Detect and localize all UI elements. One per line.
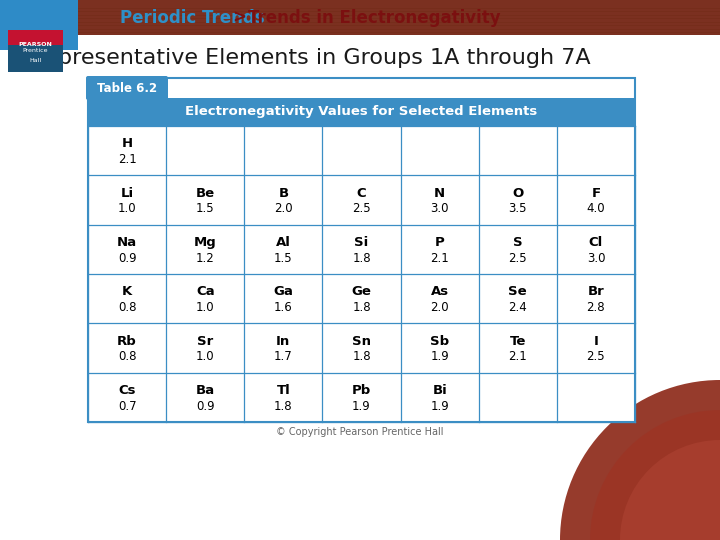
Text: H: H (122, 137, 132, 150)
Text: 3.0: 3.0 (587, 252, 606, 265)
Text: 2.5: 2.5 (352, 202, 371, 215)
Text: S: S (513, 236, 523, 249)
Text: Representative Elements in Groups 1A through 7A: Representative Elements in Groups 1A thr… (30, 48, 590, 68)
Text: Electronegativity Values for Selected Elements: Electronegativity Values for Selected El… (185, 105, 538, 118)
Text: 1.8: 1.8 (274, 400, 292, 413)
Text: K: K (122, 285, 132, 298)
Text: 4.0: 4.0 (587, 202, 606, 215)
FancyBboxPatch shape (86, 76, 168, 100)
Text: 2.5: 2.5 (587, 350, 606, 363)
Text: 0.9: 0.9 (118, 252, 136, 265)
Text: Ca: Ca (196, 285, 215, 298)
Text: © Copyright Pearson Prentice Hall: © Copyright Pearson Prentice Hall (276, 427, 444, 437)
Text: >: > (232, 9, 246, 27)
Text: F: F (591, 187, 600, 200)
Text: O: O (512, 187, 523, 200)
Text: 1.0: 1.0 (118, 202, 136, 215)
Text: Te: Te (510, 335, 526, 348)
Text: Li: Li (120, 187, 134, 200)
Text: 2.0: 2.0 (431, 301, 449, 314)
Text: I: I (593, 335, 598, 348)
Text: 2.1: 2.1 (117, 153, 137, 166)
Text: 1.0: 1.0 (196, 350, 215, 363)
Bar (88, 98, 635, 126)
Bar (0, 0, 78, 50)
Text: 1.0: 1.0 (196, 301, 215, 314)
Text: 3.5: 3.5 (508, 202, 527, 215)
Text: Na: Na (117, 236, 137, 249)
Text: Table 6.2: Table 6.2 (97, 82, 157, 94)
Text: 1.8: 1.8 (352, 301, 371, 314)
Text: Rb: Rb (117, 335, 137, 348)
Text: 2.1: 2.1 (431, 252, 449, 265)
Text: 1.5: 1.5 (274, 252, 292, 265)
Text: Cs: Cs (118, 384, 136, 397)
Text: P: P (435, 236, 444, 249)
Text: Ge: Ge (351, 285, 372, 298)
Text: 1.2: 1.2 (196, 252, 215, 265)
Text: Slide
14 of 31: Slide 14 of 31 (660, 35, 708, 65)
Text: Br: Br (588, 285, 604, 298)
Bar (8, 30, 63, 72)
Text: Al: Al (276, 236, 291, 249)
Text: B: B (279, 187, 289, 200)
Text: Si: Si (354, 236, 369, 249)
Text: In: In (276, 335, 290, 348)
Text: Sn: Sn (352, 335, 371, 348)
Text: Trends in Electronegativity: Trends in Electronegativity (248, 9, 500, 27)
Text: 3.0: 3.0 (431, 202, 449, 215)
Bar (0, 0, 720, 35)
Text: 2.0: 2.0 (274, 202, 292, 215)
Text: Sr: Sr (197, 335, 213, 348)
Text: Prentice: Prentice (22, 48, 48, 52)
Wedge shape (560, 380, 720, 540)
Text: Be: Be (196, 187, 215, 200)
Text: Ba: Ba (196, 384, 215, 397)
Text: 1.9: 1.9 (431, 350, 449, 363)
Text: 1.9: 1.9 (431, 400, 449, 413)
Text: 1.5: 1.5 (196, 202, 215, 215)
Text: 1.9: 1.9 (352, 400, 371, 413)
Text: 0.8: 0.8 (118, 350, 136, 363)
Text: Cl: Cl (589, 236, 603, 249)
Text: Periodic Trends: Periodic Trends (120, 9, 265, 27)
Text: 0.8: 0.8 (118, 301, 136, 314)
Text: C: C (356, 187, 366, 200)
Text: Sb: Sb (430, 335, 449, 348)
Bar (88, 126, 635, 422)
Text: 2.5: 2.5 (508, 252, 527, 265)
Text: 0.7: 0.7 (118, 400, 136, 413)
Text: Bi: Bi (432, 384, 447, 397)
Text: PEARSON: PEARSON (18, 42, 52, 46)
Text: 1.8: 1.8 (352, 350, 371, 363)
Text: Hall: Hall (29, 57, 41, 63)
Wedge shape (590, 410, 720, 540)
Text: Ga: Ga (274, 285, 293, 298)
Text: Pb: Pb (352, 384, 371, 397)
Text: Se: Se (508, 285, 527, 298)
Bar (8, 45, 63, 72)
Wedge shape (620, 440, 720, 540)
Text: 1.7: 1.7 (274, 350, 293, 363)
Text: Mg: Mg (194, 236, 217, 249)
Text: N: N (434, 187, 445, 200)
Text: 2.4: 2.4 (508, 301, 527, 314)
Text: 2.8: 2.8 (587, 301, 606, 314)
Text: 1.8: 1.8 (352, 252, 371, 265)
Text: As: As (431, 285, 449, 298)
Text: Tl: Tl (276, 384, 290, 397)
Bar (88, 78, 635, 422)
Text: 1.6: 1.6 (274, 301, 293, 314)
Text: 2.1: 2.1 (508, 350, 527, 363)
Text: 0.9: 0.9 (196, 400, 215, 413)
